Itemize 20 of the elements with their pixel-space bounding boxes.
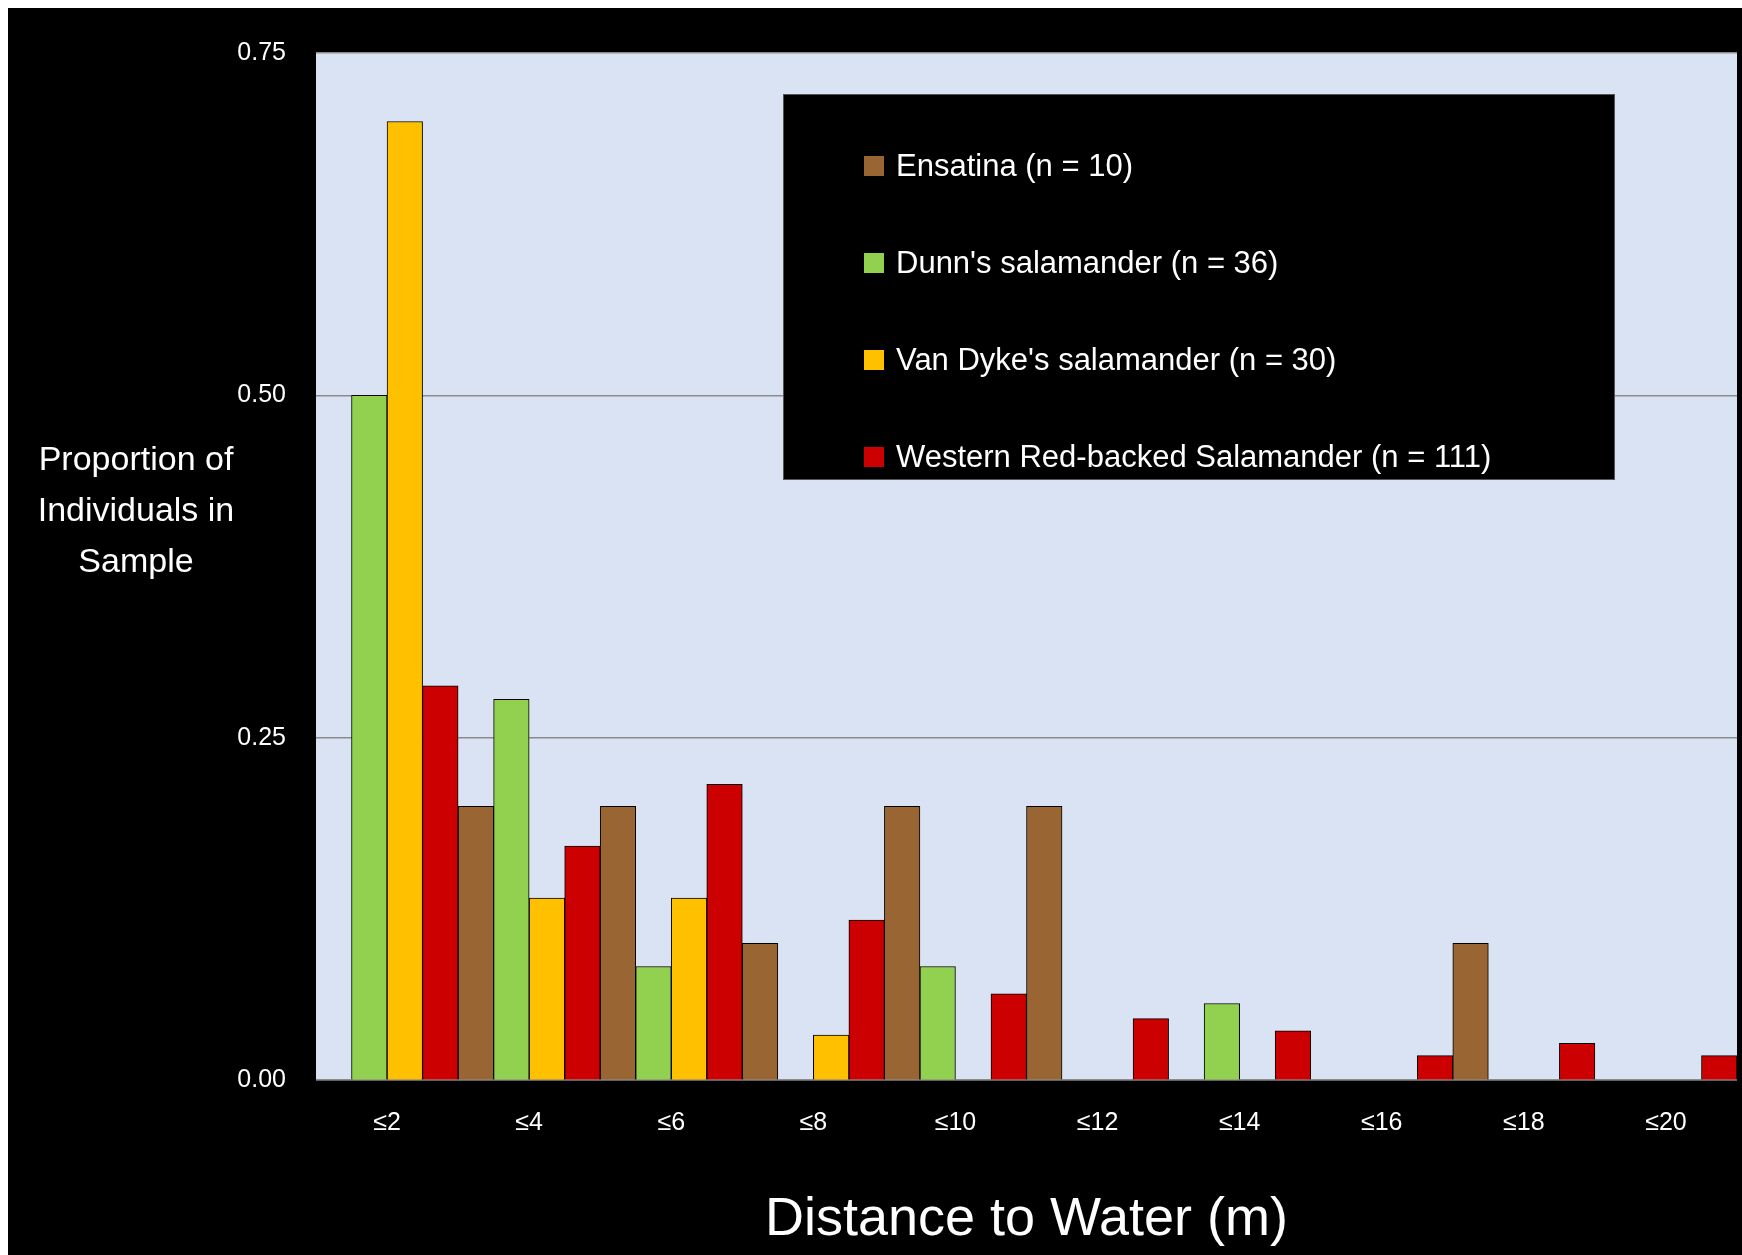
legend-label: Ensatina (n = 10) [896,147,1133,184]
y-tick-label: 0.75 [237,36,286,65]
x-tick-label: ≤16 [1360,1107,1403,1136]
y-axis-title: Proportion of Individuals in Sample [37,438,235,579]
x-tick-label: ≤20 [1645,1107,1687,1136]
legend-label: Dunn's salamander (n = 36) [896,244,1279,281]
x-tick-label: ≤12 [1076,1107,1119,1136]
legend-label: Van Dyke's salamander (n = 30) [896,341,1337,378]
x-tick-label: ≤2 [373,1107,401,1136]
x-tick-label: ≤4 [515,1107,544,1136]
y-tick-label: 0.50 [237,379,286,408]
x-tick-label: ≤18 [1503,1107,1545,1136]
x-tick-label: ≤14 [1218,1107,1261,1136]
y-tick-label: 0.00 [237,1064,286,1093]
legend-label: Western Red-backed Salamander (n = 111) [896,438,1492,475]
x-axis-title: Distance to Water (m) [764,1186,1289,1247]
x-tick-label: ≤8 [799,1107,828,1136]
x-tick-label: ≤10 [934,1107,977,1136]
x-tick-label: ≤6 [657,1107,686,1136]
y-tick-label: 0.25 [237,721,286,750]
